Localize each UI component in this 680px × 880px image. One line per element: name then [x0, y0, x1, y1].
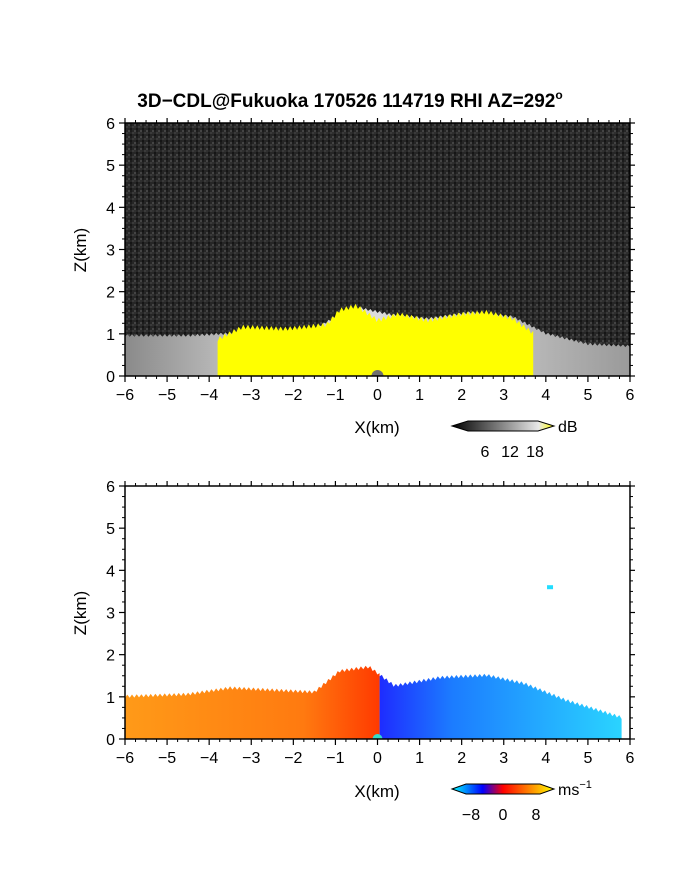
top-x-tick-label: 0 [373, 387, 382, 404]
bottom-x-tick-label: 4 [541, 750, 550, 767]
top-x-tick-label: 3 [499, 387, 508, 404]
negative-velocity-region [379, 673, 622, 739]
bottom-colorbar-tick-label: −8 [462, 807, 480, 824]
top-y-tick-label: 5 [106, 158, 115, 175]
bottom-colorbar: ms−1 −8 0 8 [450, 779, 592, 824]
top-colorbar-unit: dB [558, 419, 578, 436]
bottom-colorbar-unit: ms−1 [558, 779, 592, 799]
top-y-tick-label: 4 [106, 200, 115, 217]
bottom-x-tick-label: −6 [116, 750, 134, 767]
top-y-tick-label: 1 [106, 327, 115, 344]
bottom-x-tick-label: −1 [326, 750, 344, 767]
bottom-x-axis-label: X(km) [354, 782, 399, 801]
top-y-tick-label: 3 [106, 243, 115, 260]
top-x-tick-label: 2 [457, 387, 466, 404]
bottom-y-tick-label: 6 [106, 479, 115, 496]
saturated-echo-region [217, 303, 534, 376]
bottom-x-tick-label: −2 [284, 750, 302, 767]
top-x-tick-label: −5 [158, 387, 176, 404]
top-x-tick-label: −6 [116, 387, 134, 404]
top-colorbar-tick-label: 18 [526, 444, 544, 461]
top-colorbar-tick-label: 12 [501, 444, 519, 461]
top-y-tick-label: 2 [106, 285, 115, 302]
bottom-x-tick-label: −3 [242, 750, 260, 767]
bottom-y-tick-label: 0 [106, 732, 115, 749]
top-y-axis-label: Z(km) [71, 228, 90, 272]
bottom-y-tick-label: 3 [106, 606, 115, 623]
snr-field [125, 123, 630, 376]
bottom-colorbar-bar [450, 783, 556, 795]
bottom-plot-frame [124, 485, 631, 740]
bottom-y-tick-label: 5 [106, 521, 115, 538]
bottom-panel: −6 −5 −4 −3 −2 −1 0 1 2 3 4 5 6 0 1 2 3 4 5 6 Z(km) X(km) m… [71, 479, 635, 824]
isolated-echo [547, 585, 554, 590]
bottom-y-tick-label: 1 [106, 690, 115, 707]
top-colorbar: dB 6 12 18 [450, 419, 578, 461]
bottom-x-tick-label: 0 [373, 750, 382, 767]
top-x-tick-label: 1 [415, 387, 424, 404]
bottom-x-tick-label: 3 [499, 750, 508, 767]
bottom-axes: −6 −5 −4 −3 −2 −1 0 1 2 3 4 5 6 0 1 2 3 4 5 6 [106, 479, 635, 767]
top-colorbar-bar [450, 420, 556, 432]
top-y-tick-label: 6 [106, 116, 115, 133]
top-x-tick-label: −4 [200, 387, 218, 404]
top-plot-frame [124, 122, 631, 377]
top-x-tick-label: 4 [541, 387, 550, 404]
lidar-origin-marker [371, 370, 384, 376]
lidar-origin-marker [372, 734, 383, 739]
top-y-tick-label: 0 [106, 369, 115, 386]
bottom-x-tick-label: 2 [457, 750, 466, 767]
velocity-field [125, 486, 630, 739]
top-colorbar-tick-label: 6 [481, 444, 490, 461]
bottom-x-tick-label: −4 [200, 750, 218, 767]
bottom-x-tick-label: 1 [415, 750, 424, 767]
top-x-tick-label: −1 [326, 387, 344, 404]
bottom-x-tick-label: 5 [583, 750, 592, 767]
bottom-x-tick-label: 6 [626, 750, 635, 767]
bottom-y-tick-label: 2 [106, 648, 115, 665]
top-x-axis-label: X(km) [354, 418, 399, 437]
bottom-y-tick-label: 4 [106, 563, 115, 580]
bottom-colorbar-tick-label: 0 [499, 807, 508, 824]
positive-velocity-region [125, 665, 380, 739]
top-x-tick-label: −3 [242, 387, 260, 404]
bottom-x-tick-label: −5 [158, 750, 176, 767]
bottom-colorbar-tick-label: 8 [532, 807, 541, 824]
chart-title: 3D−CDL@Fukuoka 170526 114719 RHI AZ=292o [137, 88, 562, 112]
top-x-tick-label: 5 [583, 387, 592, 404]
top-x-tick-label: −2 [284, 387, 302, 404]
top-x-tick-label: 6 [626, 387, 635, 404]
bottom-y-axis-label: Z(km) [71, 591, 90, 635]
